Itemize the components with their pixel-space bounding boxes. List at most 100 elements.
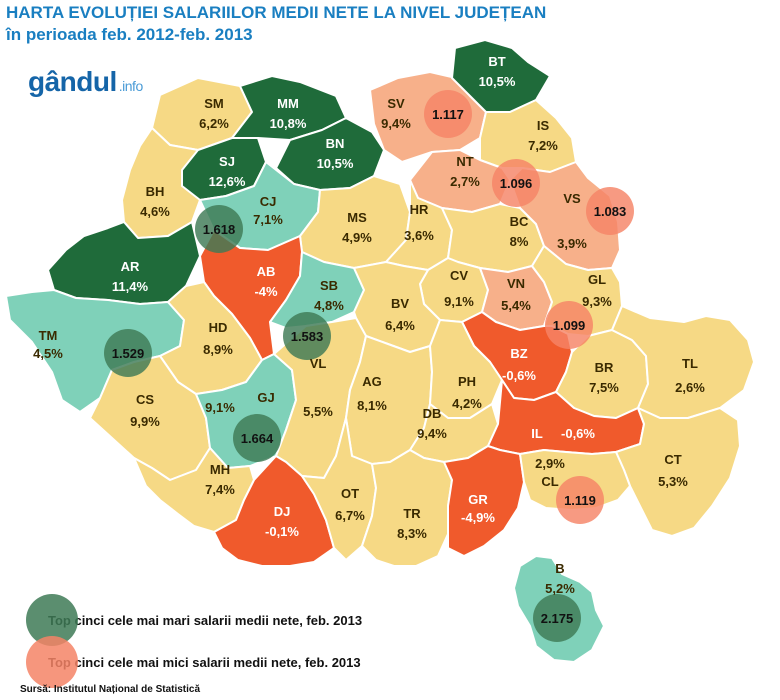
salary-circle [545, 301, 593, 349]
salary-circle [233, 414, 281, 462]
county-change-pct: 10,5% [317, 156, 354, 171]
county-label-ar: AR 11,4% [112, 259, 149, 294]
county-label-ph: PH 4,2% [452, 374, 482, 411]
county-label-ms: MS 4,9% [342, 210, 372, 245]
county-change-pct: 5,2% [545, 581, 575, 596]
county-code: IL [531, 426, 543, 441]
title-line-1: HARTA EVOLUȚIEI SALARIILOR MEDII NETE LA… [6, 3, 547, 22]
county-label-bh: BH 4,6% [140, 184, 170, 219]
county-tr [361, 449, 453, 567]
county-change-pct: 8,1% [357, 398, 387, 413]
county-label-cj: CJ 7,1% [253, 194, 283, 227]
salary-value: 1.117 [432, 107, 464, 122]
county-change-pct: 5,5% [303, 404, 333, 419]
map-title: HARTA EVOLUȚIEI SALARIILOR MEDII NETE LA… [6, 2, 546, 46]
county-label-bc: BC 8% [510, 214, 529, 249]
salary-circle [556, 476, 604, 524]
county-change-pct: 8,9% [203, 342, 233, 357]
title-line-2: în perioada feb. 2012-feb. 2013 [6, 25, 253, 44]
county-change-pct: -0,6% [561, 426, 595, 441]
county-change-pct: 6,4% [385, 318, 415, 333]
low-salary-vn: 1.099 [545, 301, 593, 349]
salary-value: 1.083 [594, 204, 627, 219]
county-code: CV [450, 268, 468, 283]
county-change-pct: 12,6% [209, 174, 246, 189]
county-change-pct: 4,9% [342, 230, 372, 245]
salary-value: 1.099 [553, 318, 586, 333]
salary-circle [424, 90, 472, 138]
county-code: MS [347, 210, 367, 225]
salary-value: 1.618 [203, 222, 236, 237]
salary-circle [104, 329, 152, 377]
county-gr [443, 445, 525, 557]
county-code: IS [537, 118, 550, 133]
county-label-hd: HD 8,9% [203, 320, 233, 357]
top-salary-b: 2.175 [533, 594, 581, 642]
county-change-pct: 9,4% [417, 426, 447, 441]
county-change-pct: 4,5% [33, 346, 63, 361]
gandul-logo: gândul .info [28, 66, 143, 98]
county-code: SB [320, 278, 338, 293]
legend-orange-circle [26, 636, 78, 688]
county-change-pct: 3,9% [557, 236, 587, 251]
legend-low-text: Top cinci cele mai mici salarii medii ne… [48, 654, 361, 670]
county-change-pct: 2,7% [450, 174, 480, 189]
top-salary-tm: 1.529 [104, 329, 152, 377]
county-change-pct: 2,9% [535, 456, 565, 471]
county-change-pct: 9,1% [205, 400, 235, 415]
county-code: NT [456, 154, 473, 169]
county-change-pct: 8,3% [397, 526, 427, 541]
county-label-bv: BV 6,4% [385, 296, 415, 333]
county-ct [615, 407, 741, 537]
county-change-pct: 4,8% [314, 298, 344, 313]
county-change-pct: -0,6% [502, 368, 536, 383]
county-code: TM [39, 328, 58, 343]
county-change-pct: -4% [254, 284, 278, 299]
low-salary-nt: 1.096 [492, 159, 540, 207]
county-change-pct: 2,6% [675, 380, 705, 395]
county-code: DJ [274, 504, 291, 519]
county-change-pct: 9,3% [582, 294, 612, 309]
county-code: MH [210, 462, 230, 477]
low-salary-cl: 1.119 [556, 476, 604, 524]
county-label-cl: CL 2,9% [535, 456, 565, 489]
county-code: GJ [257, 390, 274, 405]
county-code: HD [209, 320, 228, 335]
county-code: BZ [510, 346, 527, 361]
county-change-pct: 5,3% [658, 474, 688, 489]
county-label-ag: AG 8,1% [357, 374, 387, 413]
county-code: BH [146, 184, 165, 199]
county-code: AR [121, 259, 140, 274]
county-label-sm: SM 6,2% [199, 96, 229, 131]
county-label-hr: HR 3,6% [404, 202, 434, 243]
county-code: BV [391, 296, 409, 311]
county-change-pct: 3,6% [404, 228, 434, 243]
county-label-tm: TM 4,5% [33, 328, 63, 361]
county-code: HR [410, 202, 429, 217]
county-label-gj: GJ 9,1% [205, 390, 274, 415]
salary-value: 2.175 [541, 611, 574, 626]
top-salary-gj: 1.664 [233, 414, 281, 462]
county-code: BC [510, 214, 529, 229]
county-label-bn: BN 10,5% [317, 136, 354, 171]
county-label-mh: MH 7,4% [205, 462, 235, 497]
county-change-pct: 8% [510, 234, 529, 249]
county-change-pct: 4,6% [140, 204, 170, 219]
salary-value: 1.583 [291, 329, 324, 344]
county-code: BN [326, 136, 345, 151]
county-label-sj: SJ 12,6% [209, 154, 246, 189]
county-label-ab: AB -4% [254, 264, 278, 299]
county-code: DB [423, 406, 442, 421]
low-salary-vs: 1.083 [586, 187, 634, 235]
county-label-br: BR 7,5% [589, 360, 619, 395]
county-change-pct: 9,9% [130, 414, 160, 429]
county-change-pct: 7,5% [589, 380, 619, 395]
county-code: AB [257, 264, 276, 279]
top-salary-cj: 1.618 [195, 205, 243, 253]
county-code: SJ [219, 154, 235, 169]
county-code: BT [488, 54, 505, 69]
county-label-tl: TL 2,6% [675, 356, 705, 395]
county-label-nt: NT 2,7% [450, 154, 480, 189]
county-code: TR [403, 506, 421, 521]
